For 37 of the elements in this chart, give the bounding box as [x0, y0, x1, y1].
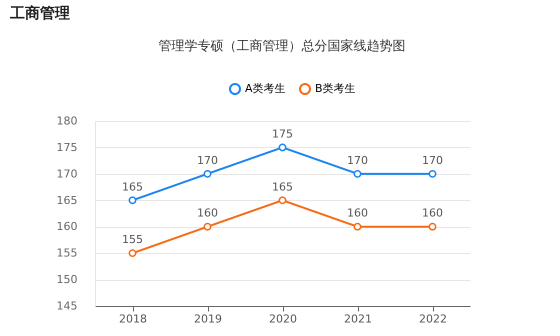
y-tick-label: 155 — [56, 246, 78, 260]
x-tick-label: 2020 — [269, 312, 297, 326]
data-label: 170 — [197, 154, 218, 167]
y-tick-label: 165 — [56, 194, 78, 207]
chart-title: 管理学专硕（工商管理）总分国家线趋势图 — [158, 38, 406, 54]
y-tick-label: 170 — [56, 167, 78, 180]
data-label: 160 — [347, 206, 368, 220]
data-label: 170 — [347, 154, 368, 167]
point — [204, 222, 212, 231]
x-tick-label: 2021 — [344, 312, 372, 326]
data-label: 160 — [197, 206, 218, 220]
point — [278, 196, 286, 204]
point — [278, 144, 286, 152]
point — [354, 170, 362, 178]
point — [428, 222, 436, 231]
text: 工商管理 — [9, 4, 70, 22]
point — [128, 196, 136, 204]
x-tick-label: 2018 — [119, 312, 147, 326]
y-tick-label: 175 — [56, 140, 78, 154]
y-tick-label: 180 — [56, 114, 78, 128]
y-tick-label: 160 — [56, 220, 78, 234]
point — [128, 249, 136, 258]
x-tick-label: 2019 — [194, 312, 222, 326]
data-label: 165 — [272, 180, 293, 194]
data-label: 160 — [422, 206, 443, 220]
legend-label: B类考生 — [315, 82, 356, 95]
y-tick-label: 145 — [56, 300, 78, 312]
point — [204, 170, 212, 178]
legend-label: A类考生 — [245, 82, 286, 95]
data-label: 165 — [122, 180, 143, 194]
data-label: 170 — [422, 154, 443, 167]
x-tick-label: 2022 — [419, 312, 447, 326]
point — [354, 222, 362, 231]
data-label: 155 — [122, 233, 143, 246]
data-label: 175 — [272, 127, 293, 140]
y-tick-label: 150 — [56, 273, 78, 286]
point — [428, 170, 436, 178]
